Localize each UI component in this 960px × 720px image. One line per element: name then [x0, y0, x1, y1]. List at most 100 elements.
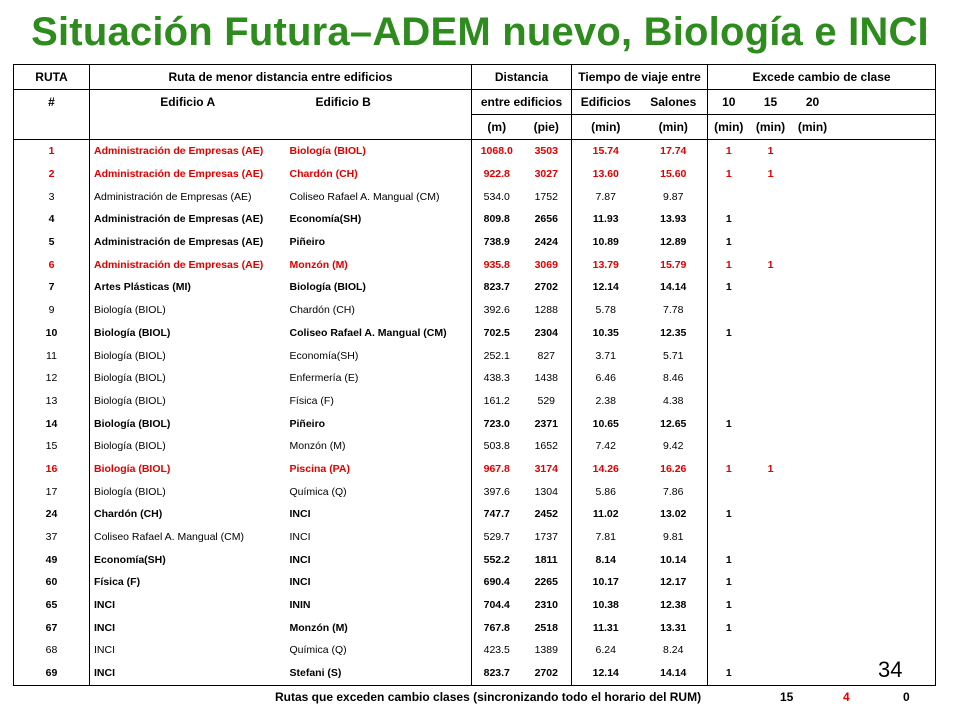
- cell-time-edificios: 10.17: [592, 576, 619, 589]
- footer-label: Rutas que exceden cambio clases (sincron…: [275, 690, 702, 704]
- cell-distance-m: 392.6: [483, 304, 510, 317]
- cell-exceeds-15: [750, 594, 792, 617]
- cell-distance-pie: 1304: [521, 480, 573, 503]
- cell-edificio-b: Chardón (CH): [285, 162, 472, 186]
- cell-edificio-a: INCI: [89, 661, 286, 686]
- cell-spacer: [833, 344, 937, 367]
- cell-distance-m: 922.8: [483, 168, 510, 181]
- cell-time-salones: 7.86: [639, 480, 709, 503]
- cell-distance-pie: 1811: [521, 548, 573, 572]
- cell-spacer: [833, 639, 937, 662]
- cell-distance-m: 534.0: [483, 190, 510, 203]
- cell-exceeds-20: [792, 526, 834, 549]
- table-row: 11 Biología (BIOL) Economía(SH) 252.1 827 3.7…: [13, 344, 937, 367]
- header-row-2: # Edificio A Edificio B entre edificios …: [13, 89, 937, 115]
- cell-exceeds-20: [792, 435, 834, 458]
- cell-distance-pie: 827: [521, 344, 573, 367]
- header-tiempo: Tiempo de viaje entre: [571, 64, 709, 90]
- routes-table: RUTA Ruta de menor distancia entre edifi…: [13, 64, 937, 686]
- cell-edificio-b: Biología (BIOL): [285, 139, 472, 163]
- cell-time-edificios: 6.24: [595, 644, 616, 657]
- footer-total-10: 15: [780, 690, 794, 704]
- cell-edificio-a: Biología (BIOL): [94, 462, 171, 475]
- table-row: 68 INCI Química (Q) 423.5 1389 6.24 8.24: [13, 639, 937, 662]
- cell-distance-m: 967.8: [483, 462, 510, 475]
- cell-time-salones: 4.38: [639, 389, 709, 413]
- cell-spacer: [833, 661, 937, 686]
- cell-spacer: [833, 593, 937, 617]
- cell-distance-m: 702.5: [483, 326, 510, 339]
- cell-distance-m: 529.7: [483, 531, 510, 544]
- cell-time-salones: 15.60: [639, 162, 709, 186]
- cell-time-salones: 10.14: [639, 548, 709, 572]
- cell-exceeds-20: [792, 185, 834, 208]
- cell-time-edificios: 5.86: [595, 485, 616, 498]
- cell-edificio-b: Stefani (S): [285, 661, 472, 686]
- cell-edificio-b: Chardón (CH): [285, 298, 472, 322]
- cell-exceeds-10: 1: [725, 213, 732, 226]
- cell-exceeds-20: [792, 458, 834, 481]
- cell-exceeds-20: [792, 548, 834, 571]
- table-row: 37 Coliseo Rafael A. Mangual (CM) INCI 529.…: [13, 525, 937, 549]
- cell-route-number: 12: [13, 366, 90, 390]
- cell-route-number: 5: [13, 230, 90, 254]
- table-row: 14 Biología (BIOL) Piñeiro 723.0 2371 10.65 12…: [13, 412, 937, 435]
- cell-time-salones: 12.65: [639, 412, 709, 435]
- cell-exceeds-20: [792, 503, 834, 526]
- header-unit-m: (m): [471, 114, 522, 140]
- cell-exceeds-20: [791, 661, 834, 686]
- header-hash: #: [13, 89, 90, 115]
- cell-edificio-b: Enfermería (E): [285, 366, 472, 390]
- cell-distance-m: 823.7: [483, 281, 510, 294]
- cell-edificio-a: Administración de Empresas (AE): [94, 236, 264, 249]
- cell-time-salones: 7.78: [639, 298, 709, 322]
- cell-edificio-a: Economía(SH): [94, 553, 166, 566]
- header-unit-min-edificios: (min): [571, 114, 640, 140]
- cell-route-number: 15: [13, 434, 90, 458]
- cell-route-number: 69: [13, 661, 90, 686]
- cell-exceeds-10: [708, 185, 750, 208]
- cell-spacer: [833, 321, 937, 345]
- cell-distance-m: 704.4: [483, 599, 510, 612]
- cell-edificio-b: Biología (BIOL): [285, 276, 472, 299]
- cell-time-salones: 8.24: [639, 639, 709, 662]
- cell-exceeds-10: [708, 526, 750, 549]
- table-row: 5 Administración de Empresas (AE) Piñeiro 7…: [13, 230, 937, 254]
- cell-exceeds-20: [792, 594, 834, 617]
- table-row: 9 Biología (BIOL) Chardón (CH) 392.6 1288 5.7…: [13, 298, 937, 322]
- cell-time-salones: 13.02: [639, 503, 709, 526]
- cell-time-edificios: 8.14: [595, 553, 616, 566]
- cell-distance-pie: 2310: [521, 593, 573, 617]
- cell-spacer: [833, 503, 937, 526]
- header-entre-edificios: entre edificios: [471, 89, 573, 115]
- cell-edificio-b: Piñeiro: [285, 412, 472, 435]
- cell-exceeds-15: [750, 412, 792, 435]
- cell-distance-pie: 2518: [521, 616, 573, 640]
- cell-distance-m: 809.8: [483, 213, 510, 226]
- cell-exceeds-10: [708, 344, 750, 367]
- table-body: 1 Administración de Empresas (AE) Biología…: [13, 139, 937, 686]
- cell-distance-m: 738.9: [483, 236, 510, 249]
- cell-exceeds-10: 1: [725, 281, 732, 294]
- cell-route-number: 49: [13, 548, 90, 572]
- cell-spacer: [833, 616, 937, 640]
- cell-time-edificios: 11.93: [592, 213, 619, 226]
- cell-time-salones: 12.35: [639, 321, 709, 345]
- cell-time-salones: 13.93: [639, 208, 709, 231]
- cell-route-number: 4: [13, 208, 90, 231]
- cell-time-salones: 15.79: [639, 253, 709, 277]
- cell-edificio-b: INCI: [285, 503, 472, 526]
- cell-distance-pie: 2304: [521, 321, 573, 345]
- table-row: 3 Administración de Empresas (AE) Coliseo …: [13, 185, 937, 209]
- cell-edificio-a: Artes Plásticas (MI): [94, 281, 191, 294]
- cell-edificio-a: Biología (BIOL): [94, 440, 166, 453]
- header-unit-min-20: (min): [791, 114, 834, 140]
- cell-time-salones: 17.74: [639, 139, 709, 163]
- cell-spacer: [833, 276, 937, 299]
- cell-time-edificios: 13.79: [592, 258, 619, 271]
- cell-time-salones: 12.17: [639, 571, 709, 594]
- cell-exceeds-15: 1: [767, 168, 774, 181]
- cell-edificio-b: Química (Q): [285, 480, 472, 503]
- cell-edificio-a: Administración de Empresas (AE): [94, 145, 264, 158]
- cell-time-edificios: 10.89: [592, 236, 619, 249]
